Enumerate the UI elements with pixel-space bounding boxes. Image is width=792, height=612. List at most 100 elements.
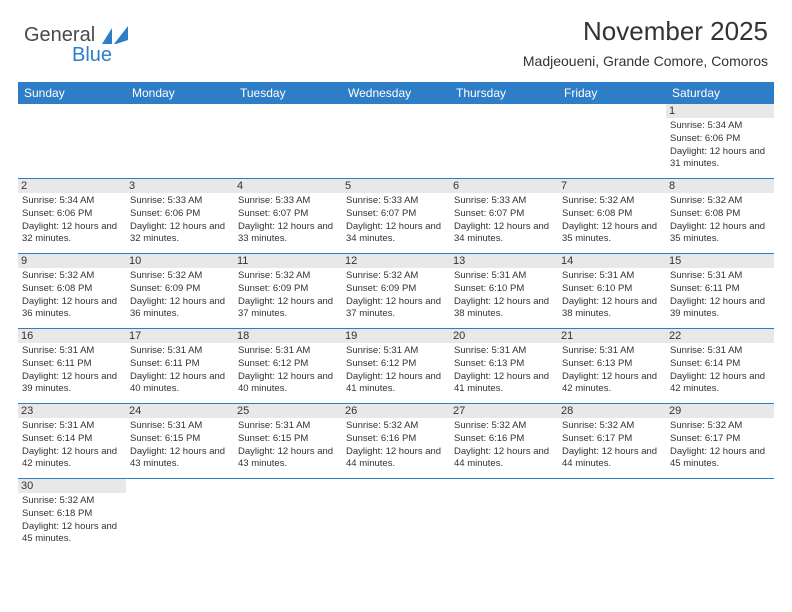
- calendar-cell: 20 Sunrise: 5:31 AMSunset: 6:13 PMDayligh…: [450, 329, 558, 403]
- calendar-cell: [558, 104, 666, 178]
- day-number: 9: [18, 254, 126, 268]
- calendar-cell: 14 Sunrise: 5:31 AMSunset: 6:10 PMDayligh…: [558, 254, 666, 328]
- header-right: November 2025 Madjeoueni, Grande Comore,…: [523, 16, 768, 69]
- calendar-cell: [342, 104, 450, 178]
- calendar: Sunday Monday Tuesday Wednesday Thursday…: [18, 82, 774, 553]
- day-number: 14: [558, 254, 666, 268]
- day-info: Sunrise: 5:32 AMSunset: 6:16 PMDaylight:…: [346, 420, 446, 471]
- day-number: 21: [558, 329, 666, 343]
- logo-text-general: General: [24, 24, 95, 46]
- weekday-header: Saturday: [666, 82, 774, 104]
- calendar-cell: 6Sunrise: 5:33 AMSunset: 6:07 PMDaylight…: [450, 179, 558, 253]
- day-info: Sunrise: 5:31 AMSunset: 6:14 PMDaylight:…: [22, 420, 122, 471]
- day-info: Sunrise: 5:32 AMSunset: 6:09 PMDaylight:…: [346, 270, 446, 321]
- day-info: Sunrise: 5:31 AMSunset: 6:15 PMDaylight:…: [238, 420, 338, 471]
- calendar-cell: 7 Sunrise: 5:32 AMSunset: 6:08 PMDaylight…: [558, 179, 666, 253]
- day-number: 1: [666, 104, 774, 118]
- day-number: 5: [342, 179, 450, 193]
- day-number: 7: [558, 179, 666, 193]
- day-info: Sunrise: 5:31 AMSunset: 6:11 PMDaylight:…: [670, 270, 770, 321]
- day-info: Sunrise: 5:31 AMSunset: 6:13 PMDaylight:…: [454, 345, 554, 396]
- day-number: 29: [666, 404, 774, 418]
- day-number: 15: [666, 254, 774, 268]
- day-info: Sunrise: 5:32 AMSunset: 6:16 PMDaylight:…: [454, 420, 554, 471]
- logo-flag-icon: [102, 26, 128, 44]
- calendar-cell: [234, 104, 342, 178]
- calendar-cell: 28 Sunrise: 5:32 AMSunset: 6:17 PMDayligh…: [558, 404, 666, 478]
- day-number: 19: [342, 329, 450, 343]
- day-info: Sunrise: 5:31 AMSunset: 6:11 PMDaylight:…: [22, 345, 122, 396]
- calendar-row: 23 Sunrise: 5:31 AMSunset: 6:14 PMDayligh…: [18, 404, 774, 479]
- day-number: 16: [18, 329, 126, 343]
- day-info: Sunrise: 5:31 AMSunset: 6:10 PMDaylight:…: [562, 270, 662, 321]
- day-number: 24: [126, 404, 234, 418]
- day-number: 20: [450, 329, 558, 343]
- calendar-cell: [450, 479, 558, 553]
- calendar-row: 30 Sunrise: 5:32 AMSunset: 6:18 PMDayligh…: [18, 479, 774, 553]
- day-number: 22: [666, 329, 774, 343]
- logo-text-blue: Blue: [72, 44, 112, 67]
- calendar-cell: 10Sunrise: 5:32 AMSunset: 6:09 PMDayligh…: [126, 254, 234, 328]
- day-info: Sunrise: 5:32 AMSunset: 6:08 PMDaylight:…: [562, 195, 662, 246]
- calendar-cell: 3 Sunrise: 5:33 AMSunset: 6:06 PMDaylight…: [126, 179, 234, 253]
- weekday-header: Monday: [126, 82, 234, 104]
- weekday-header: Thursday: [450, 82, 558, 104]
- weekday-header: Friday: [558, 82, 666, 104]
- day-info: Sunrise: 5:32 AMSunset: 6:08 PMDaylight:…: [22, 270, 122, 321]
- day-info: Sunrise: 5:33 AMSunset: 6:06 PMDaylight:…: [130, 195, 230, 246]
- calendar-cell: 22 Sunrise: 5:31 AMSunset: 6:14 PMDayligh…: [666, 329, 774, 403]
- day-number: 3: [126, 179, 234, 193]
- logo-wrap: General Blue: [24, 24, 95, 47]
- day-info: Sunrise: 5:34 AMSunset: 6:06 PMDaylight:…: [22, 195, 122, 246]
- weekday-header: Tuesday: [234, 82, 342, 104]
- day-number: 28: [558, 404, 666, 418]
- calendar-cell: 29 Sunrise: 5:32 AMSunset: 6:17 PMDayligh…: [666, 404, 774, 478]
- calendar-cell: 16 Sunrise: 5:31 AMSunset: 6:11 PMDayligh…: [18, 329, 126, 403]
- calendar-cell: 8 Sunrise: 5:32 AMSunset: 6:08 PMDaylight…: [666, 179, 774, 253]
- day-info: Sunrise: 5:32 AMSunset: 6:09 PMDaylight:…: [238, 270, 338, 321]
- day-number: 4: [234, 179, 342, 193]
- day-info: Sunrise: 5:31 AMSunset: 6:10 PMDaylight:…: [454, 270, 554, 321]
- day-info: Sunrise: 5:32 AMSunset: 6:17 PMDaylight:…: [562, 420, 662, 471]
- calendar-cell: [450, 104, 558, 178]
- calendar-header-row: Sunday Monday Tuesday Wednesday Thursday…: [18, 82, 774, 104]
- calendar-cell: 24 Sunrise: 5:31 AMSunset: 6:15 PMDayligh…: [126, 404, 234, 478]
- calendar-cell: 26Sunrise: 5:32 AMSunset: 6:16 PMDayligh…: [342, 404, 450, 478]
- day-number: 25: [234, 404, 342, 418]
- day-number: 8: [666, 179, 774, 193]
- day-info: Sunrise: 5:31 AMSunset: 6:15 PMDaylight:…: [130, 420, 230, 471]
- calendar-cell: [234, 479, 342, 553]
- day-info: Sunrise: 5:32 AMSunset: 6:18 PMDaylight:…: [22, 495, 122, 546]
- day-info: Sunrise: 5:33 AMSunset: 6:07 PMDaylight:…: [454, 195, 554, 246]
- calendar-cell: [342, 479, 450, 553]
- calendar-body: 1 Sunrise: 5:34 AMSunset: 6:06 PMDaylight…: [18, 104, 774, 553]
- day-number: 11: [234, 254, 342, 268]
- day-number: 30: [18, 479, 126, 493]
- month-title: November 2025: [523, 16, 768, 47]
- calendar-cell: [126, 479, 234, 553]
- calendar-cell: 9 Sunrise: 5:32 AMSunset: 6:08 PMDaylight…: [18, 254, 126, 328]
- day-info: Sunrise: 5:32 AMSunset: 6:08 PMDaylight:…: [670, 195, 770, 246]
- calendar-cell: 1Sunrise: 5:34 AMSunset: 6:06 PMDaylight…: [666, 104, 774, 178]
- calendar-row: 9 Sunrise: 5:32 AMSunset: 6:08 PMDaylight…: [18, 254, 774, 329]
- day-info: Sunrise: 5:31 AMSunset: 6:14 PMDaylight:…: [670, 345, 770, 396]
- calendar-cell: 19Sunrise: 5:31 AMSunset: 6:12 PMDayligh…: [342, 329, 450, 403]
- day-info: Sunrise: 5:32 AMSunset: 6:09 PMDaylight:…: [130, 270, 230, 321]
- calendar-row: 2 Sunrise: 5:34 AMSunset: 6:06 PMDaylight…: [18, 179, 774, 254]
- day-info: Sunrise: 5:33 AMSunset: 6:07 PMDaylight:…: [346, 195, 446, 246]
- calendar-cell: 21Sunrise: 5:31 AMSunset: 6:13 PMDayligh…: [558, 329, 666, 403]
- day-number: 23: [18, 404, 126, 418]
- calendar-cell: 2 Sunrise: 5:34 AMSunset: 6:06 PMDaylight…: [18, 179, 126, 253]
- day-number: 13: [450, 254, 558, 268]
- calendar-cell: [558, 479, 666, 553]
- calendar-cell: [18, 104, 126, 178]
- day-number: 2: [18, 179, 126, 193]
- day-info: Sunrise: 5:31 AMSunset: 6:12 PMDaylight:…: [238, 345, 338, 396]
- calendar-cell: 11 Sunrise: 5:32 AMSunset: 6:09 PMDayligh…: [234, 254, 342, 328]
- calendar-cell: [126, 104, 234, 178]
- calendar-cell: 13 Sunrise: 5:31 AMSunset: 6:10 PMDayligh…: [450, 254, 558, 328]
- logo: General Blue: [24, 24, 95, 47]
- day-info: Sunrise: 5:32 AMSunset: 6:17 PMDaylight:…: [670, 420, 770, 471]
- calendar-cell: 23 Sunrise: 5:31 AMSunset: 6:14 PMDayligh…: [18, 404, 126, 478]
- day-number: 27: [450, 404, 558, 418]
